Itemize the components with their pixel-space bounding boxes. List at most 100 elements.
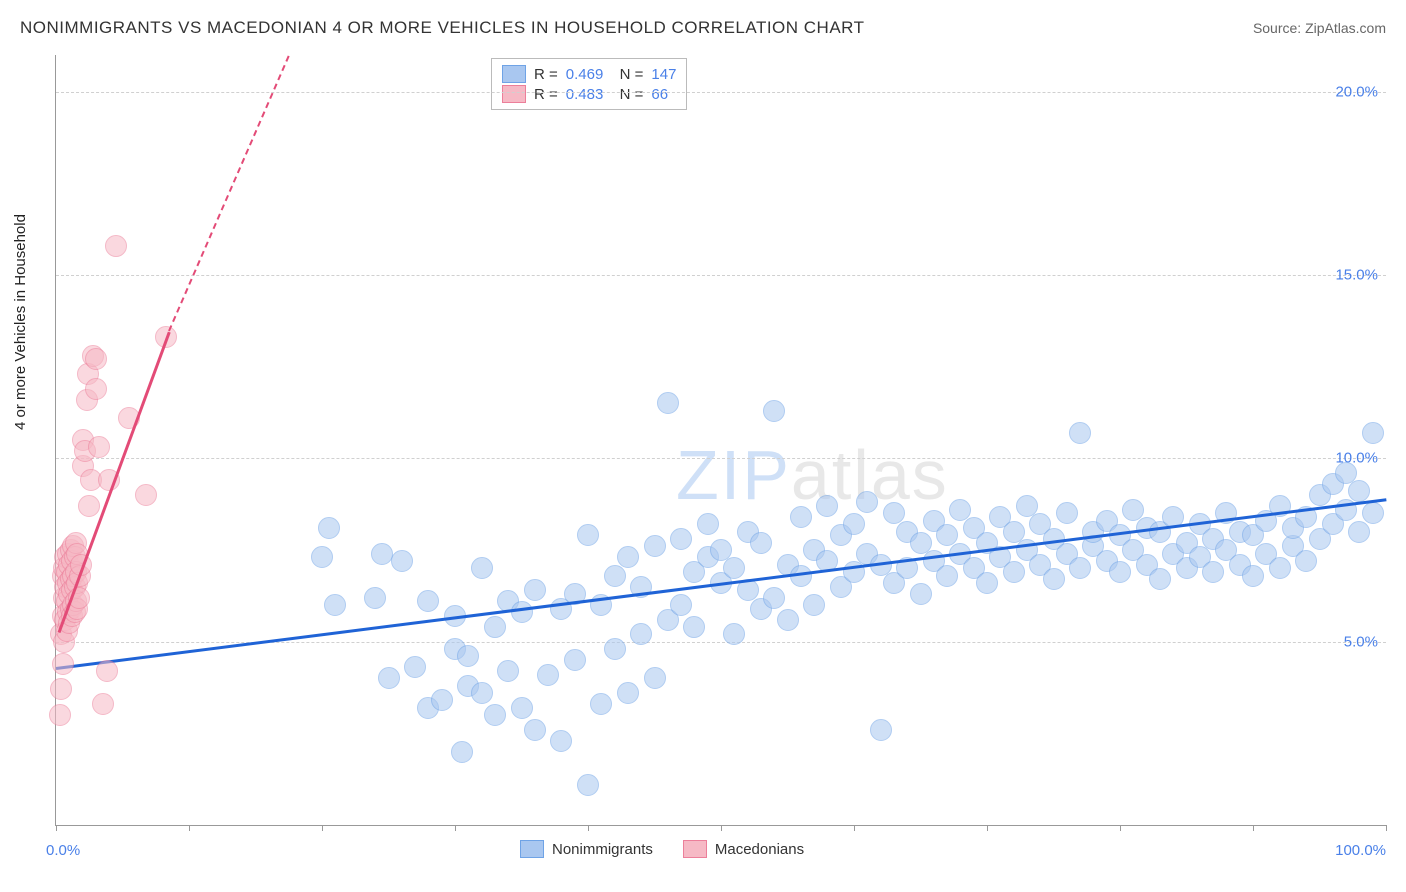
data-point bbox=[49, 704, 71, 726]
data-point bbox=[417, 590, 439, 612]
data-point bbox=[1149, 568, 1171, 590]
x-tick bbox=[854, 825, 855, 831]
data-point bbox=[870, 719, 892, 741]
data-point bbox=[644, 667, 666, 689]
stats-row-nonimmigrants: R = 0.469 N = 147 bbox=[502, 65, 676, 83]
data-point bbox=[604, 638, 626, 660]
data-point bbox=[92, 693, 114, 715]
trend-line bbox=[57, 331, 170, 633]
legend-item-macedonians: Macedonians bbox=[683, 840, 804, 858]
data-point bbox=[85, 378, 107, 400]
legend-swatch-nonimmigrants bbox=[520, 840, 544, 858]
watermark: ZIPatlas bbox=[676, 435, 949, 515]
data-point bbox=[431, 689, 453, 711]
data-point bbox=[537, 664, 559, 686]
data-point bbox=[318, 517, 340, 539]
data-point bbox=[617, 546, 639, 568]
data-point bbox=[311, 546, 333, 568]
data-point bbox=[550, 730, 572, 752]
data-point bbox=[524, 579, 546, 601]
gridline bbox=[56, 458, 1386, 459]
x-tick bbox=[1120, 825, 1121, 831]
gridline bbox=[56, 92, 1386, 93]
y-tick-label: 5.0% bbox=[1344, 633, 1378, 650]
data-point bbox=[670, 528, 692, 550]
data-point bbox=[471, 557, 493, 579]
data-point bbox=[52, 653, 74, 675]
data-point bbox=[683, 616, 705, 638]
data-point bbox=[843, 513, 865, 535]
chart-title: NONIMMIGRANTS VS MACEDONIAN 4 OR MORE VE… bbox=[20, 18, 865, 38]
x-tick bbox=[721, 825, 722, 831]
data-point bbox=[484, 704, 506, 726]
data-point bbox=[135, 484, 157, 506]
data-point bbox=[630, 623, 652, 645]
data-point bbox=[484, 616, 506, 638]
data-point bbox=[1362, 502, 1384, 524]
swatch-macedonians bbox=[502, 85, 526, 103]
data-point bbox=[657, 392, 679, 414]
data-point bbox=[78, 495, 100, 517]
data-point bbox=[1003, 561, 1025, 583]
data-point bbox=[577, 524, 599, 546]
data-point bbox=[1242, 565, 1264, 587]
data-point bbox=[617, 682, 639, 704]
y-tick-label: 20.0% bbox=[1335, 83, 1378, 100]
data-point bbox=[723, 623, 745, 645]
gridline bbox=[56, 275, 1386, 276]
x-tick bbox=[588, 825, 589, 831]
data-point bbox=[763, 587, 785, 609]
x-axis-max-label: 100.0% bbox=[1335, 842, 1386, 859]
data-point bbox=[364, 587, 386, 609]
data-point bbox=[670, 594, 692, 616]
data-point bbox=[750, 532, 772, 554]
data-point bbox=[371, 543, 393, 565]
data-point bbox=[590, 693, 612, 715]
data-point bbox=[511, 601, 533, 623]
data-point bbox=[803, 594, 825, 616]
chart-plot-area: ZIPatlas R = 0.469 N = 147 R = 0.483 N =… bbox=[55, 55, 1386, 826]
data-point bbox=[105, 235, 127, 257]
data-point bbox=[816, 495, 838, 517]
data-point bbox=[497, 660, 519, 682]
data-point bbox=[471, 682, 493, 704]
data-point bbox=[96, 660, 118, 682]
trend-line bbox=[56, 499, 1386, 671]
data-point bbox=[1269, 557, 1291, 579]
data-point bbox=[1295, 550, 1317, 572]
data-point bbox=[1109, 561, 1131, 583]
x-tick bbox=[56, 825, 57, 831]
data-point bbox=[644, 535, 666, 557]
data-point bbox=[85, 348, 107, 370]
data-point bbox=[777, 609, 799, 631]
data-point bbox=[1348, 480, 1370, 502]
data-point bbox=[1043, 568, 1065, 590]
data-point bbox=[763, 400, 785, 422]
x-tick bbox=[1253, 825, 1254, 831]
data-point bbox=[936, 565, 958, 587]
data-point bbox=[511, 697, 533, 719]
data-point bbox=[697, 513, 719, 535]
x-tick bbox=[322, 825, 323, 831]
data-point bbox=[391, 550, 413, 572]
chart-source: Source: ZipAtlas.com bbox=[1253, 20, 1386, 36]
data-point bbox=[1348, 521, 1370, 543]
data-point bbox=[976, 572, 998, 594]
x-tick bbox=[189, 825, 190, 831]
data-point bbox=[88, 436, 110, 458]
y-tick-label: 15.0% bbox=[1335, 267, 1378, 284]
bottom-legend: Nonimmigrants Macedonians bbox=[520, 840, 804, 858]
data-point bbox=[50, 678, 72, 700]
stats-legend-box: R = 0.469 N = 147 R = 0.483 N = 66 bbox=[491, 58, 687, 110]
data-point bbox=[564, 649, 586, 671]
swatch-nonimmigrants bbox=[502, 65, 526, 83]
data-point bbox=[457, 645, 479, 667]
trend-line bbox=[168, 56, 290, 332]
data-point bbox=[1056, 502, 1078, 524]
data-point bbox=[1069, 557, 1091, 579]
data-point bbox=[378, 667, 400, 689]
x-tick bbox=[455, 825, 456, 831]
stats-row-macedonians: R = 0.483 N = 66 bbox=[502, 85, 676, 103]
data-point bbox=[1202, 561, 1224, 583]
data-point bbox=[451, 741, 473, 763]
